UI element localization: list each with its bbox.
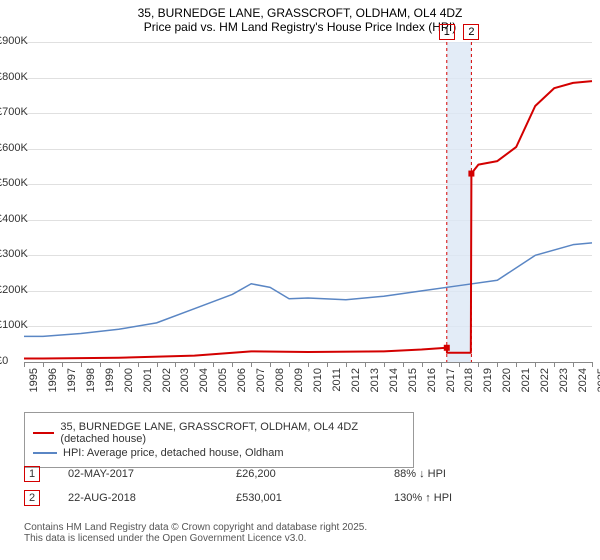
xtick-label: 2000 <box>123 368 135 402</box>
marker-price: £530,001 <box>236 492 366 504</box>
xtick-label: 2003 <box>179 368 191 402</box>
marker-badge: 2 <box>24 490 40 506</box>
xtick-label: 2012 <box>350 368 362 402</box>
marker-table-row: 1 02-MAY-2017 £26,200 88% ↓ HPI <box>24 466 514 482</box>
xtick-label: 1998 <box>85 368 97 402</box>
xtick-label: 2007 <box>255 368 267 402</box>
xtick-label: 2018 <box>463 368 475 402</box>
marker-badge-top: 2 <box>463 24 479 40</box>
chart-svg <box>24 42 592 362</box>
xtick-label: 2010 <box>312 368 324 402</box>
xtick-label: 2001 <box>142 368 154 402</box>
marker-delta: 88% ↓ HPI <box>394 468 514 480</box>
sale-point-marker <box>444 345 450 351</box>
marker-price: £26,200 <box>236 468 366 480</box>
xtick-label: 1996 <box>47 368 59 402</box>
xtick-label: 2004 <box>198 368 210 402</box>
marker-date: 22-AUG-2018 <box>68 492 208 504</box>
footer-line1: Contains HM Land Registry data © Crown c… <box>24 522 367 533</box>
legend-swatch <box>33 452 57 454</box>
xtick-mark <box>592 362 593 367</box>
chart-container: 35, BURNEDGE LANE, GRASSCROFT, OLDHAM, O… <box>0 0 600 560</box>
marker-badge: 1 <box>24 466 40 482</box>
xtick-label: 1999 <box>104 368 116 402</box>
xtick-label: 2002 <box>161 368 173 402</box>
marker-date: 02-MAY-2017 <box>68 468 208 480</box>
legend-row: 35, BURNEDGE LANE, GRASSCROFT, OLDHAM, O… <box>33 421 405 445</box>
chart-plot-area: £0£100K£200K£300K£400K£500K£600K£700K£80… <box>24 42 592 362</box>
title-line2: Price paid vs. HM Land Registry's House … <box>10 20 590 34</box>
xtick-label: 2021 <box>520 368 532 402</box>
legend-label: HPI: Average price, detached house, Oldh… <box>63 447 284 459</box>
legend-swatch <box>33 432 54 434</box>
xtick-label: 2013 <box>369 368 381 402</box>
xtick-label: 1995 <box>28 368 40 402</box>
xtick-label: 2006 <box>236 368 248 402</box>
series-price_paid <box>24 81 592 358</box>
legend-label: 35, BURNEDGE LANE, GRASSCROFT, OLDHAM, O… <box>60 421 405 445</box>
legend-row: HPI: Average price, detached house, Oldh… <box>33 447 405 459</box>
marker-badge-top: 1 <box>439 24 455 40</box>
xtick-label: 2022 <box>539 368 551 402</box>
xtick-label: 2017 <box>445 368 457 402</box>
title-line1: 35, BURNEDGE LANE, GRASSCROFT, OLDHAM, O… <box>10 6 590 20</box>
sale-point-marker <box>468 171 474 177</box>
xtick-label: 2014 <box>388 368 400 402</box>
xtick-label: 2009 <box>293 368 305 402</box>
legend: 35, BURNEDGE LANE, GRASSCROFT, OLDHAM, O… <box>24 412 414 468</box>
shade-band <box>447 42 472 362</box>
xtick-label: 2015 <box>407 368 419 402</box>
xtick-label: 2019 <box>482 368 494 402</box>
series-hpi <box>24 243 592 337</box>
marker-delta: 130% ↑ HPI <box>394 492 514 504</box>
xtick-label: 2005 <box>217 368 229 402</box>
xtick-label: 1997 <box>66 368 78 402</box>
xtick-label: 2023 <box>558 368 570 402</box>
footer-line2: This data is licensed under the Open Gov… <box>24 533 367 544</box>
marker-table-row: 2 22-AUG-2018 £530,001 130% ↑ HPI <box>24 490 514 506</box>
xtick-label: 2020 <box>501 368 513 402</box>
xtick-label: 2024 <box>577 368 589 402</box>
xtick-label: 2008 <box>274 368 286 402</box>
x-axis <box>24 362 592 363</box>
xtick-label: 2025 <box>596 368 600 402</box>
title-block: 35, BURNEDGE LANE, GRASSCROFT, OLDHAM, O… <box>0 0 600 38</box>
footer-attribution: Contains HM Land Registry data © Crown c… <box>24 522 367 544</box>
xtick-label: 2016 <box>426 368 438 402</box>
xtick-label: 2011 <box>331 368 343 402</box>
